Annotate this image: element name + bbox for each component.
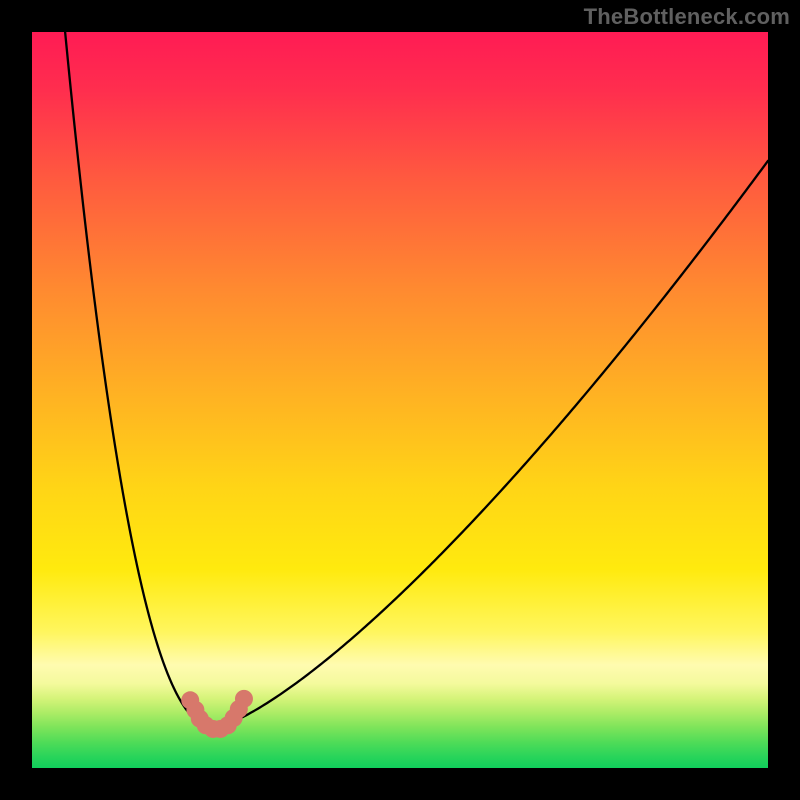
marker-dot — [235, 690, 253, 708]
watermark-text: TheBottleneck.com — [584, 4, 790, 30]
gradient-background — [32, 32, 768, 768]
chart-stage: TheBottleneck.com — [0, 0, 800, 800]
plot-area — [32, 32, 768, 768]
bottleneck-chart — [0, 0, 800, 800]
